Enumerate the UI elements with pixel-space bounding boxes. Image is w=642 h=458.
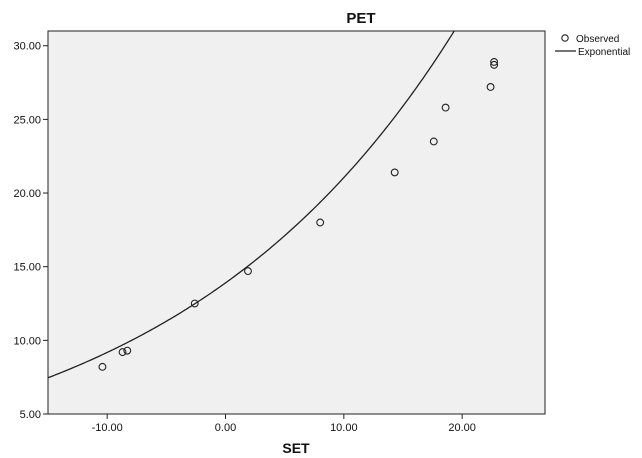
observed-point	[490, 57, 499, 66]
observed-point	[490, 60, 499, 69]
observed-point	[190, 299, 199, 308]
observed-point	[441, 103, 450, 112]
x-axis-title: SET	[282, 440, 310, 456]
observed-series	[98, 57, 499, 371]
legend: Observed Exponential	[555, 34, 630, 58]
legend-observed-marker	[561, 34, 569, 42]
y-axis: 5.00 10.00 15.00 20.00 25.00 30.00	[13, 41, 48, 421]
y-tick-label: 25.00	[13, 114, 41, 126]
observed-point	[390, 168, 399, 177]
x-axis: -10.00 0.00 10.00 20.00	[92, 414, 476, 434]
y-tick-label: 20.00	[13, 188, 41, 200]
observed-point	[118, 348, 127, 357]
observed-point	[244, 267, 252, 276]
x-tick-label: 10.00	[330, 422, 358, 434]
y-tick-label: 5.00	[20, 409, 41, 421]
y-tick-label: 10.00	[13, 335, 41, 347]
exponential-fit-line	[47, 30, 455, 379]
x-tick-label: 20.00	[448, 422, 476, 434]
chart-title: PET	[346, 10, 375, 27]
legend-exponential-label: Exponential	[578, 47, 630, 58]
observed-point	[486, 83, 495, 91]
plot-area	[47, 30, 546, 415]
x-tick-label: 0.00	[215, 422, 236, 434]
legend-observed-label: Observed	[576, 34, 619, 45]
observed-point	[429, 137, 438, 146]
exponential-fit-series	[47, 30, 455, 379]
y-tick-label: 15.00	[13, 262, 41, 274]
observed-point	[316, 218, 325, 227]
y-tick-label: 30.00	[13, 41, 41, 53]
x-tick-label: -10.00	[92, 422, 123, 434]
observed-point	[98, 362, 107, 371]
observed-point	[123, 346, 132, 355]
